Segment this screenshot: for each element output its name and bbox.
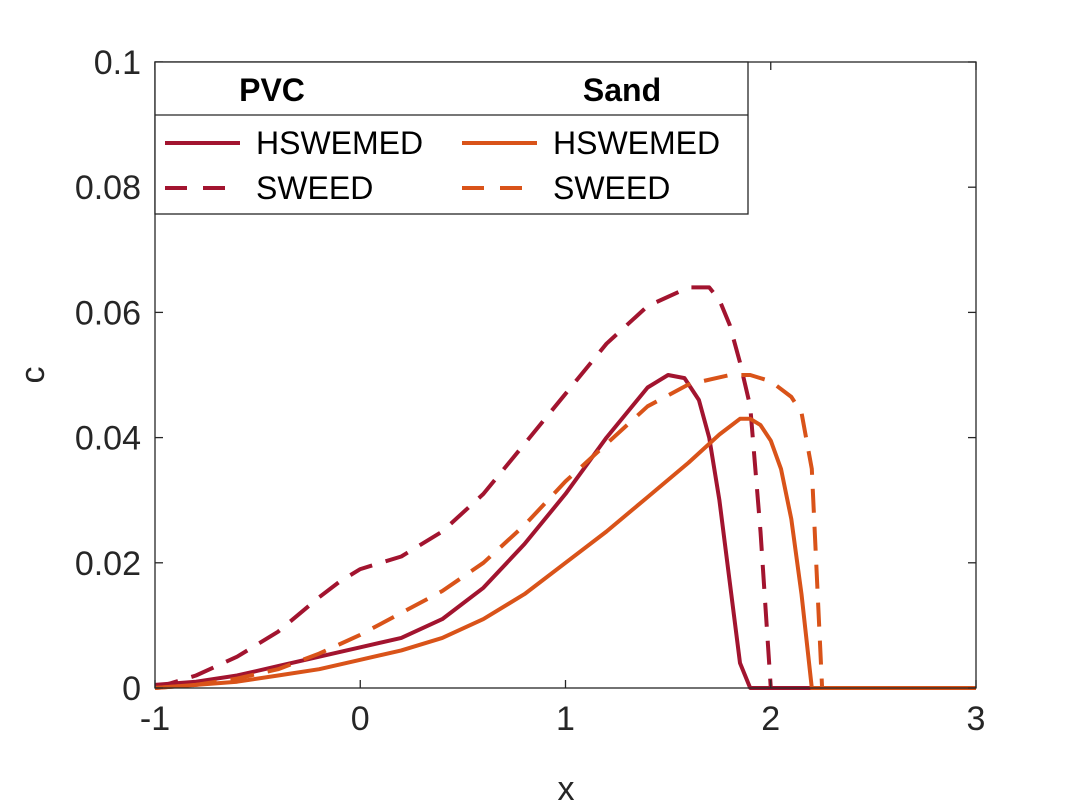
y-tick-label: 0.08 <box>75 169 141 207</box>
y-tick-label: 0.1 <box>94 44 141 82</box>
legend-label-pvc-sweed: SWEED <box>256 170 373 206</box>
ticks-layer: -1 0 1 2 300.020.040.060.080.1 <box>75 44 986 738</box>
series-line-pvc-hswemed <box>154 373 976 690</box>
legend: PVC Sand HSWEMED SWEED HSWEMED SWEED <box>154 61 749 215</box>
series-line-sand-sweed <box>154 373 976 690</box>
y-axis-label: c <box>14 367 52 384</box>
y-tick-label: 0.06 <box>75 294 141 332</box>
x-tick-label: 0 <box>351 700 370 738</box>
y-tick-label: 0.04 <box>75 420 141 458</box>
x-tick-label: 1 <box>556 700 575 738</box>
x-tick-label: 2 <box>761 700 780 738</box>
legend-group-title-pvc: PVC <box>239 72 305 108</box>
series-line-pvc-sweed <box>154 285 976 690</box>
x-tick-label: 3 <box>967 700 986 738</box>
legend-group-title-sand: Sand <box>583 72 661 108</box>
series-layer <box>154 285 976 690</box>
x-axis-label: x <box>558 770 575 808</box>
legend-label-pvc-hswemed: HSWEMED <box>256 125 423 161</box>
y-tick-label: 0.02 <box>75 545 141 583</box>
x-tick-label: -1 <box>140 700 170 738</box>
legend-box <box>154 61 749 215</box>
series-line-sand-hswemed <box>154 416 976 690</box>
legend-label-sand-hswemed: HSWEMED <box>553 125 720 161</box>
legend-label-sand-sweed: SWEED <box>553 170 670 206</box>
y-tick-label: 0 <box>122 670 141 708</box>
